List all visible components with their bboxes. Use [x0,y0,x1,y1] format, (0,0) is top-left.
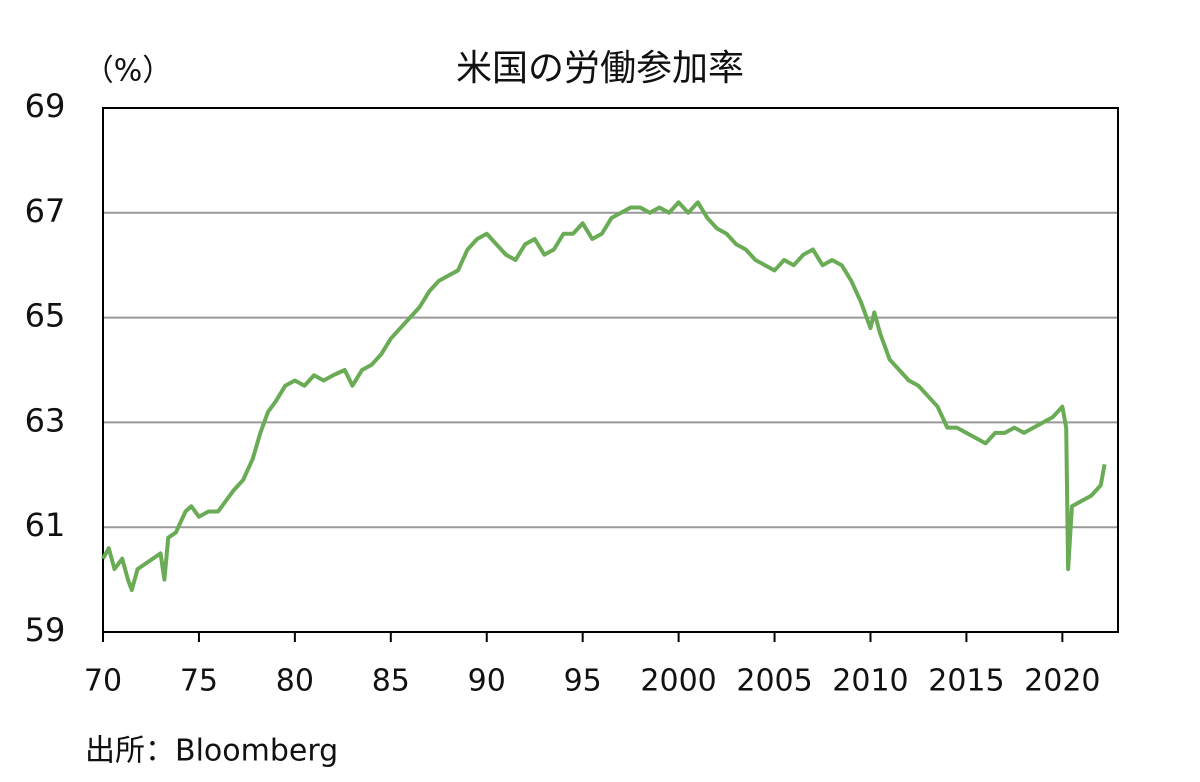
y-tick-label: 63 [25,401,66,439]
chart-title: 米国の労働参加率 [456,48,744,89]
x-tick-label: 2005 [736,664,812,699]
y-tick-label: 59 [25,611,66,649]
x-tick-label: 2010 [832,664,908,699]
x-tick-label: 70 [84,664,122,699]
x-tick-label: 2015 [928,664,1004,699]
plot-frame [102,107,1119,633]
x-tick-label: 2020 [1024,664,1100,699]
y-tick-label: 69 [25,87,66,125]
y-tick-label: 61 [25,506,66,544]
y-tick-label: 65 [25,297,66,335]
x-tick-label: 75 [180,664,218,699]
x-tick-label: 95 [564,664,602,699]
x-tick-label: 80 [276,664,314,699]
y-tick-label: 67 [25,192,66,230]
y-unit-label: （%） [84,54,173,89]
x-tick-label: 85 [372,664,410,699]
data-line [101,200,1107,593]
x-tick-label: 2000 [640,664,716,699]
source: 出所：Bloomberg [85,734,338,769]
x-tick-label: 90 [468,664,506,699]
